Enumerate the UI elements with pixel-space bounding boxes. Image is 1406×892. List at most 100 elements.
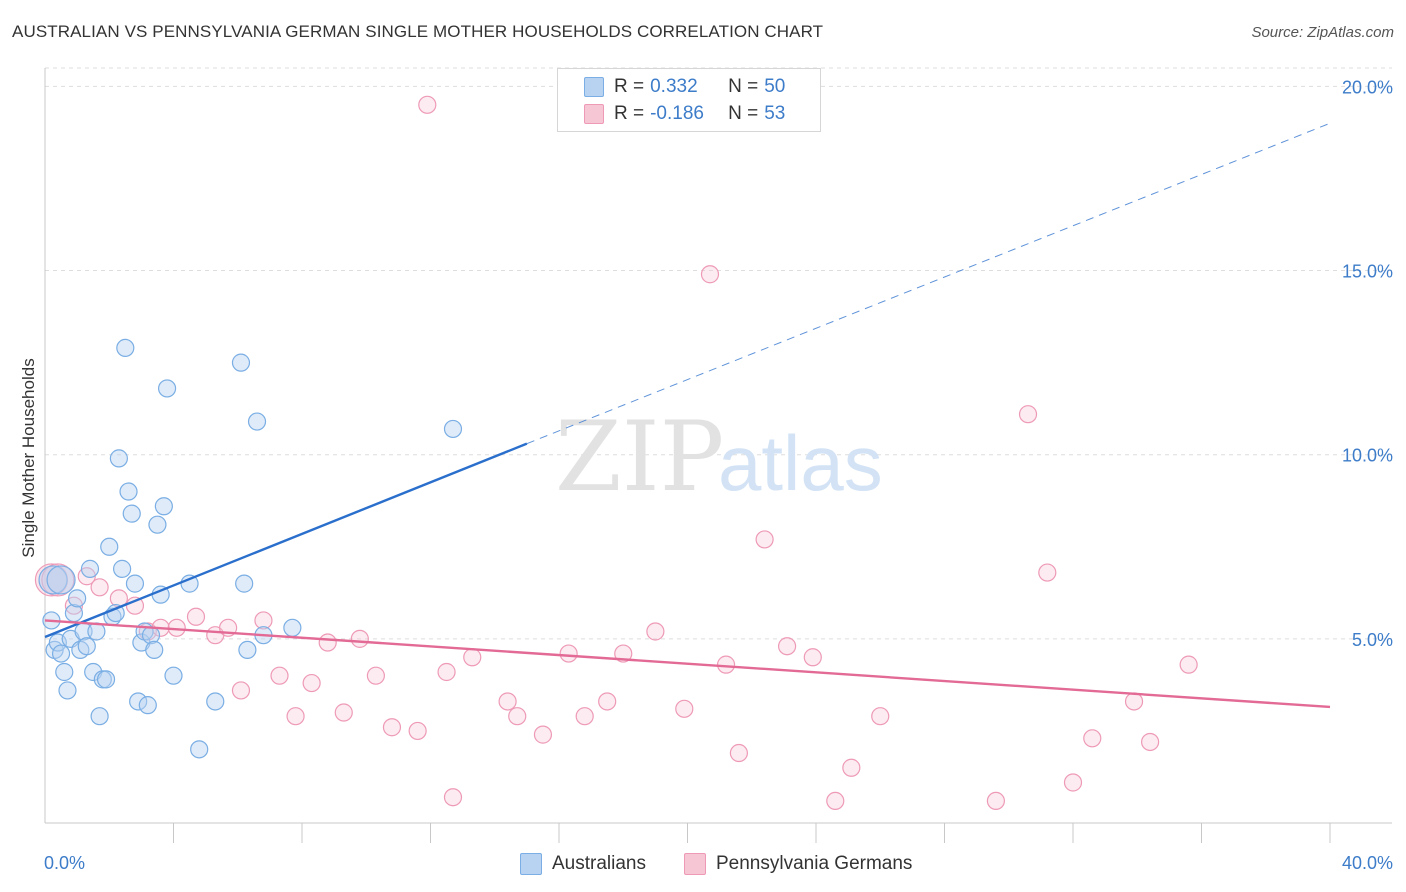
australians-point <box>109 449 128 468</box>
australians-point <box>90 707 109 726</box>
pennsylvania-germans-trendline <box>44 619 1331 709</box>
pennsylvania-germans-point <box>231 681 251 700</box>
pennsylvania-germans-point <box>366 666 385 685</box>
australians-point <box>68 589 87 608</box>
y-tick-label: 10.0% <box>1342 446 1393 466</box>
pennsylvania-germans-point <box>986 791 1006 811</box>
australians-point <box>154 497 173 516</box>
pennsylvania-germans-point <box>1063 773 1083 792</box>
australians-point <box>238 640 257 660</box>
pennsylvania-germans-point <box>1179 655 1198 674</box>
legend-r-value: -0.186 <box>650 103 704 124</box>
y-axis-title: Single Mother Households <box>19 358 38 557</box>
pennsylvania-germans-point <box>533 725 553 744</box>
x-tick-label: 0.0% <box>44 853 85 873</box>
legend-n-value: 53 <box>764 103 786 124</box>
pennsylvania-germans-point <box>803 648 822 667</box>
legend-row-australians: R = 0.332 N = 50 <box>584 75 803 99</box>
pennsylvania-germans-point <box>334 703 353 722</box>
legend-n-label: N = <box>728 76 759 97</box>
australians-point <box>141 626 161 645</box>
y-tick-label: 5.0% <box>1352 630 1393 650</box>
x-tick-label: 40.0% <box>1342 853 1393 873</box>
pennsylvania-germans-point <box>1038 563 1057 582</box>
pennsylvania-germans-point <box>382 718 402 737</box>
australians-point <box>138 696 157 715</box>
pennsylvania-germans-point <box>463 648 482 667</box>
y-tick-labels: 5.0% 10.0% 15.0% 20.0% <box>1342 77 1393 649</box>
australians-point <box>55 662 74 682</box>
watermark-atlas: atlas <box>718 419 883 507</box>
australians-point <box>46 565 76 595</box>
bottom-legend-pennsylvania-germans: Pennsylvania Germans <box>684 852 912 876</box>
australians-point <box>157 379 177 398</box>
bottom-legend-label: Pennsylvania Germans <box>716 853 913 874</box>
australians-point <box>112 559 132 578</box>
pennsylvania-germans-point <box>1124 692 1144 711</box>
australians-point <box>443 419 463 439</box>
pennsylvania-germans-point <box>437 662 456 682</box>
source-label: Source: ZipAtlas.com <box>1251 24 1394 41</box>
pennsylvania-germans-point <box>186 607 206 626</box>
australians-point <box>247 412 267 431</box>
legend-n-label: N = <box>728 103 759 124</box>
grid-lines <box>45 67 1392 640</box>
australians-point <box>231 353 251 372</box>
y-tick-label: 20.0% <box>1342 77 1393 97</box>
australians-point <box>77 637 96 656</box>
x-tick-labels: 0.0% 40.0% <box>44 853 1393 873</box>
australians-point <box>87 622 106 641</box>
australians-points <box>38 338 463 759</box>
watermark: ZIP atlas <box>555 401 883 513</box>
pennsylvania-germans-point <box>559 644 578 663</box>
pennsylvania-germans-point <box>700 265 720 284</box>
australians-point <box>64 603 84 623</box>
legend-r-label: R = <box>614 103 645 124</box>
trendlines <box>44 122 1331 709</box>
pennsylvania-germans-point <box>498 692 517 711</box>
australians-point <box>100 537 119 556</box>
pennsylvania-germans-point <box>675 699 694 718</box>
legend-r-label: R = <box>614 76 645 97</box>
pennsylvania-germans-point <box>90 578 109 597</box>
australians-point <box>190 740 209 759</box>
australians-point <box>145 640 164 660</box>
legend-r-value: 0.332 <box>650 76 698 97</box>
pennsylvania-germans-point <box>871 707 890 726</box>
pennsylvania-germans-point <box>716 655 736 674</box>
australians-point <box>283 618 302 637</box>
pennsylvania-germans-point <box>318 633 337 652</box>
australians-trendline-extension <box>526 122 1331 445</box>
bottom-legend-swatch-blue <box>520 853 542 875</box>
australians-point <box>125 574 145 593</box>
australians-point <box>206 692 225 711</box>
pennsylvania-germans-point <box>729 743 749 763</box>
legend-swatch-pink <box>584 104 604 124</box>
correlation-legend: R = 0.332 N = 50 R = -0.186 N = 53 <box>557 68 821 132</box>
y-tick-label: 15.0% <box>1342 262 1393 282</box>
pennsylvania-germans-point <box>826 791 845 811</box>
pennsylvania-germans-point <box>777 637 797 656</box>
pennsylvania-germans-point <box>1083 729 1102 748</box>
pennsylvania-germans-point <box>575 707 594 726</box>
australians-point <box>51 644 71 663</box>
pennsylvania-germans-point <box>1018 405 1038 424</box>
bottom-legend-australians: Australians <box>520 852 646 876</box>
australians-point <box>80 559 100 578</box>
pennsylvania-germans-point <box>646 622 665 641</box>
australians-point <box>129 692 148 711</box>
australians-point <box>122 504 141 523</box>
pennsylvania-germans-point <box>418 95 437 114</box>
pennsylvania-germans-point <box>254 611 273 630</box>
pennsylvania-germans-point <box>350 629 369 648</box>
pennsylvania-germans-point <box>598 692 617 711</box>
pennsylvania-germans-point <box>302 673 321 693</box>
australians-point <box>58 681 77 700</box>
pennsylvania-germans-point <box>270 666 289 685</box>
pennsylvania-germans-point <box>286 707 305 726</box>
bottom-legend-swatch-pink <box>684 853 706 875</box>
australians-point <box>235 574 254 593</box>
legend-row-pennsylvania-germans: R = -0.186 N = 53 <box>584 102 803 126</box>
australians-trendline <box>44 442 528 639</box>
